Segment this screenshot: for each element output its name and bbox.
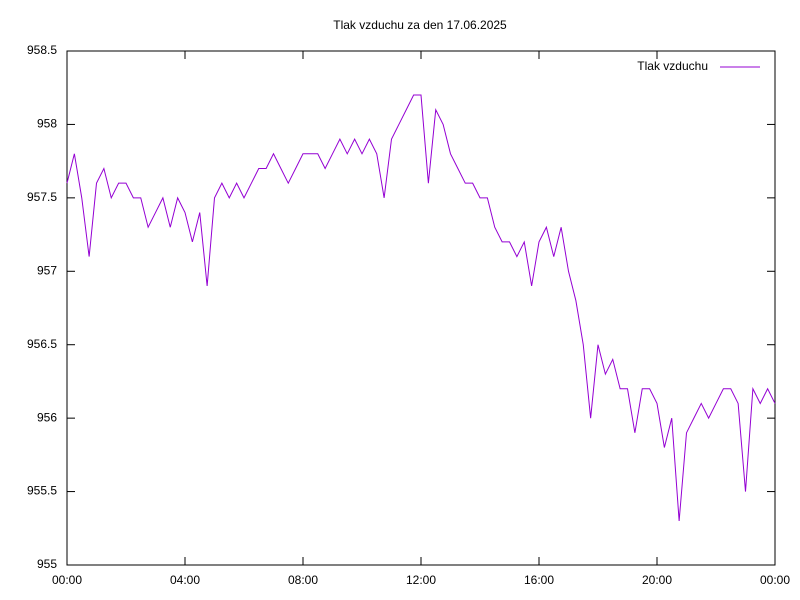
x-tick-label: 20:00 — [642, 573, 672, 587]
series-line — [66, 94, 776, 521]
plot-border — [66, 50, 776, 566]
x-tick-label: 08:00 — [288, 573, 318, 587]
y-tick-label: 956.5 — [27, 337, 57, 351]
chart-title: Tlak vzduchu za den 17.06.2025 — [333, 18, 507, 32]
y-tick-label: 957 — [37, 263, 57, 277]
x-tick-label: 00:00 — [52, 573, 82, 587]
x-tick-label: 00:00 — [760, 573, 790, 587]
x-tick-label: 12:00 — [406, 573, 436, 587]
y-tick-label: 958.5 — [27, 43, 57, 57]
legend-label: Tlak vzduchu — [637, 59, 708, 73]
y-tick-label: 955 — [37, 557, 57, 571]
x-tick-label: 04:00 — [170, 573, 200, 587]
y-tick-label: 955.5 — [27, 484, 57, 498]
y-tick-label: 956 — [37, 410, 57, 424]
x-tick-label: 16:00 — [524, 573, 554, 587]
y-tick-label: 958 — [37, 117, 57, 131]
y-tick-label: 957.5 — [27, 190, 57, 204]
